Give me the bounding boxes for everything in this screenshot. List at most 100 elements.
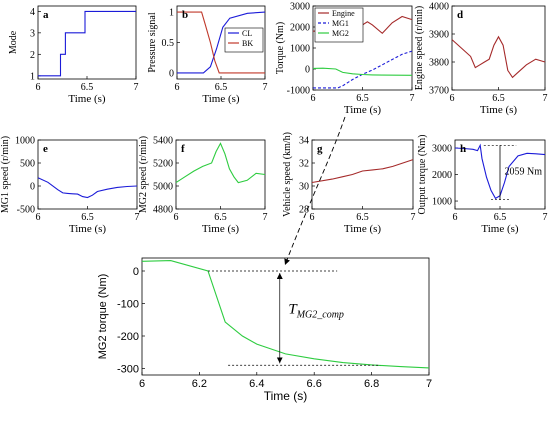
x-tick-label: 7	[263, 212, 268, 223]
legend-entry: MG1	[332, 19, 349, 28]
y-tick-label: 4000	[429, 2, 449, 13]
x-tick-label: 6.5	[81, 212, 94, 223]
x-tick-label: 6.6	[307, 378, 322, 390]
x-tick-label: 7	[135, 212, 140, 223]
x-axis-label: Time (s)	[202, 223, 240, 235]
y-tick-label: 2000	[290, 23, 310, 34]
x-tick-label: 6.4	[249, 378, 264, 390]
annotation-label: 2059 Nm	[505, 167, 543, 178]
y-tick-label: 5400	[153, 136, 173, 147]
panel-label: b	[182, 9, 188, 21]
x-tick-label: 6.5	[356, 93, 369, 104]
chart-panel-d: 6 6.5 7 3700 3800 3900 4000 Time (s) Engine spee…	[414, 2, 548, 117]
y-tick-label: 4	[30, 7, 35, 18]
chart-panel-e: 6 6.5 7 -500 0 500 1000 Time (s) MG1 speed (r/mi…	[0, 136, 140, 236]
y-tick-label: 3800	[429, 58, 449, 69]
x-tick-label: 6.8	[364, 378, 379, 390]
y-tick-label: -1000	[287, 86, 310, 97]
y-tick-label: 0	[305, 65, 310, 76]
y-axis-label: Torque (Nm)	[275, 22, 286, 74]
x-axis-label: Time (s)	[344, 223, 382, 235]
x-tick-label: 6	[175, 82, 180, 93]
series-line-0	[454, 143, 546, 200]
legend-entry: CL	[242, 29, 252, 38]
plot-area	[175, 139, 266, 210]
y-axis-label: MG2 torque (Nm)	[97, 274, 109, 360]
x-tick-label: 6.5	[494, 212, 507, 223]
x-tick-label: 6	[450, 93, 455, 104]
chart-panel-a: 6 6.5 7 1 2 3 4 Time (s) Mode a	[8, 5, 139, 105]
x-axis-label: Time (s)	[481, 223, 519, 235]
x-tick-label: 7	[411, 212, 416, 223]
y-axis-label: Mode	[8, 30, 19, 54]
x-axis-label: Time (s)	[69, 223, 107, 235]
y-tick-label: 28	[299, 205, 309, 216]
x-tick-label: 7	[426, 378, 432, 390]
y-axis-label: MG2 speed (r/min)	[138, 136, 149, 213]
y-tick-label: 1000	[15, 136, 35, 147]
series-line-bk	[177, 11, 265, 74]
chart-panel-zoom: 6 6.2 6.4 6.6 6.8 7 0 -100 -200 -300 Time (s) MG2 t…	[97, 257, 432, 403]
y-tick-label: 0.5	[162, 38, 175, 49]
x-tick-label: 6.5	[492, 93, 505, 104]
y-axis-label: Pressure signal	[147, 12, 158, 72]
plot-area	[37, 5, 137, 80]
y-tick-label: 32	[299, 159, 309, 170]
series-line-0	[311, 159, 414, 184]
x-tick-label: 6	[310, 212, 315, 223]
zoom-connector-arrow	[284, 116, 346, 266]
x-tick-label: 7	[410, 93, 415, 104]
panel-label: h	[460, 143, 466, 155]
x-tick-label: 6.5	[214, 212, 227, 223]
plot-area	[311, 139, 414, 210]
y-tick-label: -100	[117, 298, 139, 310]
y-axis-label: Output torque (Nm)	[417, 135, 428, 215]
series-line-cl	[177, 11, 266, 74]
x-tick-label: 6	[174, 212, 179, 223]
y-tick-label: 2	[30, 50, 35, 61]
legend-entry: MG2	[332, 29, 349, 38]
y-tick-label: 5200	[153, 159, 173, 170]
y-axis-label: MG1 speed (r/min)	[0, 136, 11, 213]
x-tick-label: 7	[543, 93, 548, 104]
x-tick-label: 7	[134, 82, 139, 93]
chart-panel-h: 6 6.5 7 1000 2000 3000 Time (s) Output torque (…	[417, 135, 548, 236]
y-tick-label: 5000	[153, 182, 173, 193]
chart-panel-f: 6 6.5 7 4800 5000 5200 5400 Time (s) MG2 speed (…	[138, 136, 268, 236]
series-line-0	[451, 35, 546, 79]
x-axis-label: Time (s)	[264, 389, 308, 403]
y-tick-label: 1	[30, 71, 35, 82]
y-axis-label: Vehicle speed (km/h)	[282, 132, 293, 217]
y-tick-label: 3	[30, 28, 35, 39]
panel-label: e	[43, 143, 48, 155]
legend-entry: BK	[242, 39, 253, 48]
panel-label: g	[317, 143, 323, 155]
chart-panel-c: 6 6.5 7 -1000 0 1000 2000 3000 Time (s) Torque (N…	[275, 2, 415, 117]
y-tick-label: 500	[20, 159, 35, 170]
annotation-label: TMG2_comp	[288, 301, 344, 320]
y-tick-label: 3000	[432, 143, 452, 154]
series-line-mg1	[313, 50, 413, 89]
x-tick-label: 6.5	[215, 82, 228, 93]
y-tick-label: 3900	[429, 30, 449, 41]
y-tick-label: 3000	[290, 2, 310, 13]
x-tick-label: 6.2	[192, 378, 207, 390]
y-tick-label: 1000	[432, 197, 452, 208]
series-line-mg2	[312, 67, 413, 76]
y-tick-label: 3700	[429, 86, 449, 97]
y-tick-label: 34	[299, 136, 309, 147]
x-tick-label: 6.5	[356, 212, 369, 223]
series-line-0	[38, 10, 136, 77]
chart-panel-g: 6 6.5 7 28 30 32 34 Time (s) Vehicle speed (km/h…	[282, 132, 416, 235]
y-tick-label: 1	[169, 8, 174, 19]
y-tick-label: -300	[117, 363, 139, 375]
legend-box	[224, 27, 264, 53]
panel-label: f	[181, 143, 185, 155]
plot-area	[451, 5, 546, 91]
x-tick-label: 6	[311, 93, 316, 104]
y-tick-label: 1000	[290, 44, 310, 55]
panel-label: d	[457, 9, 463, 21]
y-tick-label: -200	[117, 331, 139, 343]
legend-entry: Engine	[332, 9, 355, 18]
